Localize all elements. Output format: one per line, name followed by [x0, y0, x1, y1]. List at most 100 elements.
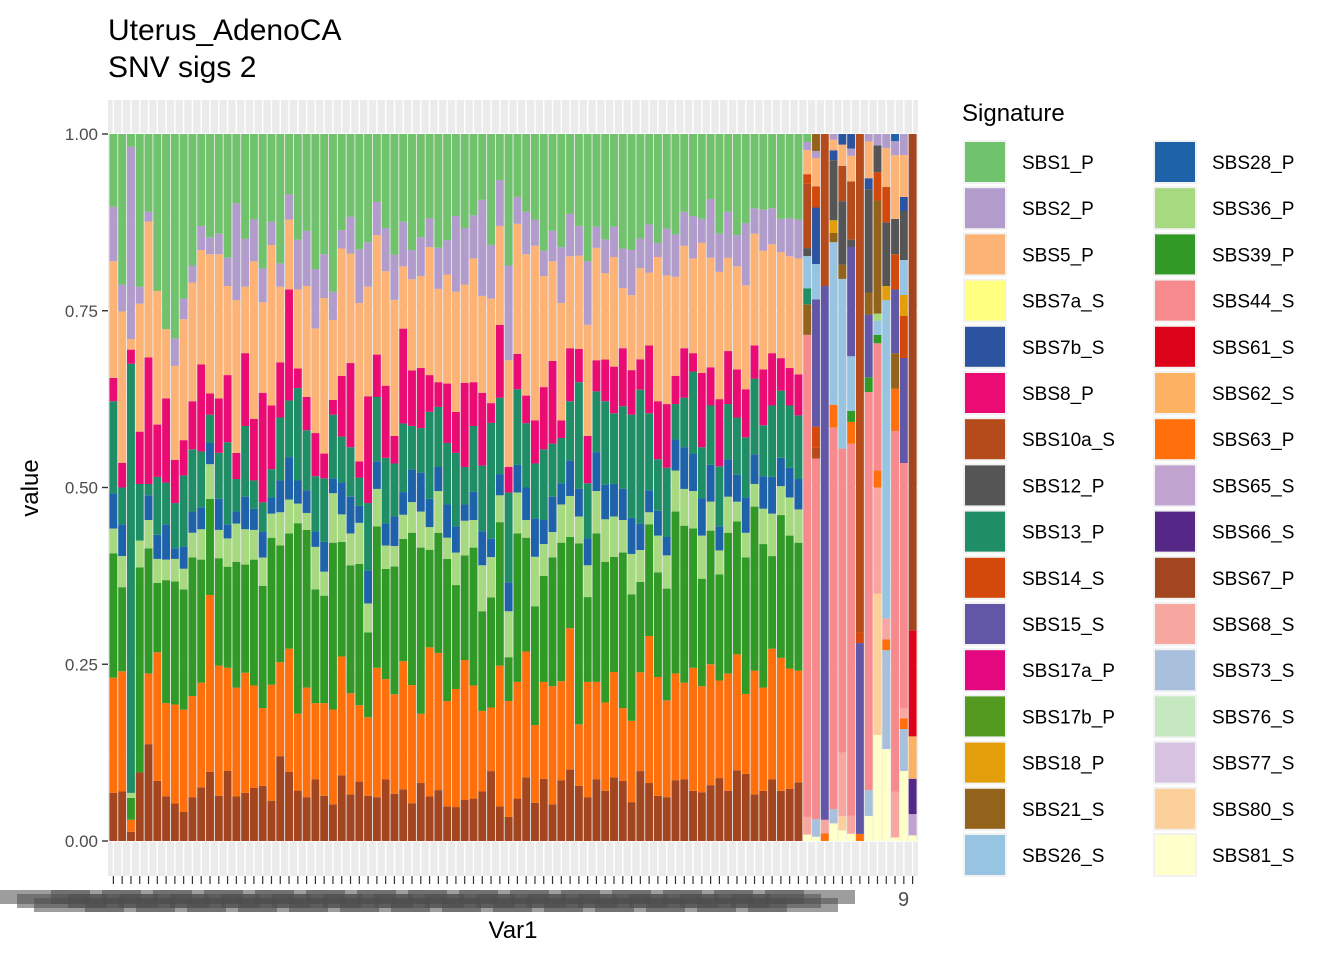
bar-segment-SBS67_P — [627, 802, 636, 841]
bar-segment-SBS63_P — [241, 672, 250, 793]
bar-segment-SBS13_P — [750, 378, 759, 455]
bar-segment-SBS1_P — [785, 134, 794, 219]
bar-segment-SBS10a_S — [820, 134, 829, 286]
bar-segment-SBS7b_S — [899, 197, 908, 211]
bar-segment-SBS1_P — [118, 134, 127, 285]
bar-segment-SBS2_P — [618, 248, 627, 289]
bar-segment-SBS13_P — [495, 397, 504, 475]
bar-segment-SBS36_P — [522, 520, 531, 538]
bar-segment-SBS63_P — [873, 470, 882, 488]
bar-segment-SBS1_P — [759, 134, 768, 210]
bar-segment-SBS1_P — [285, 134, 293, 195]
bar-segment-SBS39_P — [531, 606, 539, 726]
bar-segment-SBS63_P — [478, 710, 487, 792]
bar-segment-SBS12_P — [873, 145, 882, 173]
sample-bar-17 — [249, 134, 258, 841]
bar-segment-SBS39_P — [557, 542, 566, 682]
bar-segment-SBS36_P — [355, 522, 364, 564]
bar-segment-SBS1_P — [170, 134, 179, 339]
bar-segment-SBS2_P — [390, 254, 399, 300]
bar-segment-SBS13_P — [408, 425, 416, 470]
bar-segment-SBS39_P — [434, 532, 443, 653]
bar-segment-SBS63_P — [724, 673, 733, 791]
bar-segment-SBS36_P — [548, 532, 557, 558]
bar-segment-SBS67_P — [364, 795, 373, 841]
bar-segment-SBS2_P — [434, 247, 443, 289]
bar-segment-SBS63_P — [144, 673, 153, 745]
bar-segment-SBS2_P — [627, 249, 636, 296]
bar-segment-SBS63_P — [170, 704, 179, 804]
bar-segment-SBS39_P — [662, 588, 671, 701]
bar-segment-SBS28_P — [513, 464, 522, 493]
bar-segment-SBS8_P — [653, 401, 662, 460]
bar-segment-SBS12_P — [847, 239, 856, 247]
legend-label: SBS26_S — [1022, 846, 1104, 867]
bar-segment-SBS63_P — [206, 594, 214, 772]
bar-segment-SBS39_P — [179, 589, 188, 710]
legend-item-SBS10a_S: SBS10a_S — [963, 417, 1115, 462]
bar-segment-SBS2_P — [566, 213, 575, 257]
bar-segment-SBS73_S — [812, 819, 820, 837]
bar-segment-SBS10a_S — [803, 183, 812, 249]
bar-segment-SBS44_S — [812, 458, 820, 820]
bar-segment-SBS80_S — [873, 593, 882, 735]
bar-segment-SBS28_P — [504, 582, 513, 612]
bar-segment-SBS28_P — [381, 523, 390, 546]
bar-segment-SBS36_P — [311, 546, 320, 590]
bar-segment-SBS36_P — [627, 553, 636, 595]
bar-segment-SBS28_P — [372, 461, 381, 489]
legend-item-SBS68_S: SBS68_S — [1153, 602, 1294, 646]
bar-segment-SBS5_P — [522, 254, 531, 396]
bar-segment-SBS63_P — [733, 654, 741, 771]
bar-segment-SBS28_P — [293, 480, 302, 504]
bar-segment-SBS1_P — [610, 134, 618, 227]
bar-segment-SBS5_P — [557, 302, 566, 421]
bar-segment-SBS15_S — [891, 289, 899, 354]
legend-label: SBS12_P — [1022, 476, 1104, 497]
bar-segment-SBS1_P — [372, 134, 381, 202]
bar-segment-SBS12_P — [899, 211, 908, 260]
bar-segment-SBS36_P — [574, 516, 583, 544]
bar-segment-SBS36_P — [346, 533, 355, 566]
bar-segment-SBS1_P — [434, 134, 443, 248]
bar-segment-SBS67_P — [232, 796, 241, 841]
bar-segment-SBS67_P — [390, 793, 399, 841]
bar-segment-SBS8_P — [372, 354, 381, 397]
bar-segment-SBS2_P — [329, 291, 337, 320]
sample-bar-27 — [337, 134, 346, 841]
legend-label: SBS18_P — [1022, 754, 1104, 775]
bar-segment-SBS28_P — [179, 546, 188, 569]
bar-segment-SBS5_P — [329, 319, 337, 400]
bar-segment-SBS5_P — [223, 286, 232, 376]
bar-segment-SBS73_S — [882, 650, 891, 750]
bar-segment-SBS12_P — [829, 160, 838, 221]
bar-segment-SBS8_P — [170, 459, 179, 504]
bar-segment-SBS39_P — [109, 553, 118, 678]
legend-label: SBS8_P — [1022, 384, 1094, 405]
bar-segment-SBS67_P — [574, 785, 583, 841]
bar-segment-SBS1_P — [566, 134, 575, 214]
bar-segment-SBS2_P — [267, 221, 276, 245]
bar-segment-SBS63_P — [557, 681, 566, 781]
bar-segment-SBS2_P — [776, 218, 785, 253]
bar-segment-SBS67_P — [618, 780, 627, 841]
bar-segment-SBS5_P — [768, 244, 777, 354]
bar-segment-SBS8_P — [346, 363, 355, 448]
bar-segment-SBS63_P — [689, 667, 697, 791]
sample-bar-25 — [320, 134, 329, 841]
bar-segment-SBS39_P — [539, 575, 548, 682]
legend-swatch — [965, 188, 1005, 229]
bar-segment-SBS1_P — [539, 134, 548, 251]
bar-segment-SBS28_P — [891, 134, 899, 142]
bar-segment-SBS13_P — [311, 476, 320, 532]
bar-segment-SBS5_P — [478, 295, 487, 393]
bar-segment-SBS13_P — [592, 391, 601, 453]
bar-segment-SBS2_P — [706, 199, 715, 258]
legend-item-SBS67_P: SBS67_P — [1153, 555, 1294, 600]
bar-segment-SBS8_P — [768, 353, 777, 406]
bar-segment-SBS67_P — [724, 790, 733, 841]
bar-segment-SBS5_P — [574, 255, 583, 349]
bar-segment-SBS39_P — [697, 578, 706, 687]
bar-segment-SBS15_S — [820, 286, 829, 820]
legend-title: Signature — [962, 100, 1065, 127]
